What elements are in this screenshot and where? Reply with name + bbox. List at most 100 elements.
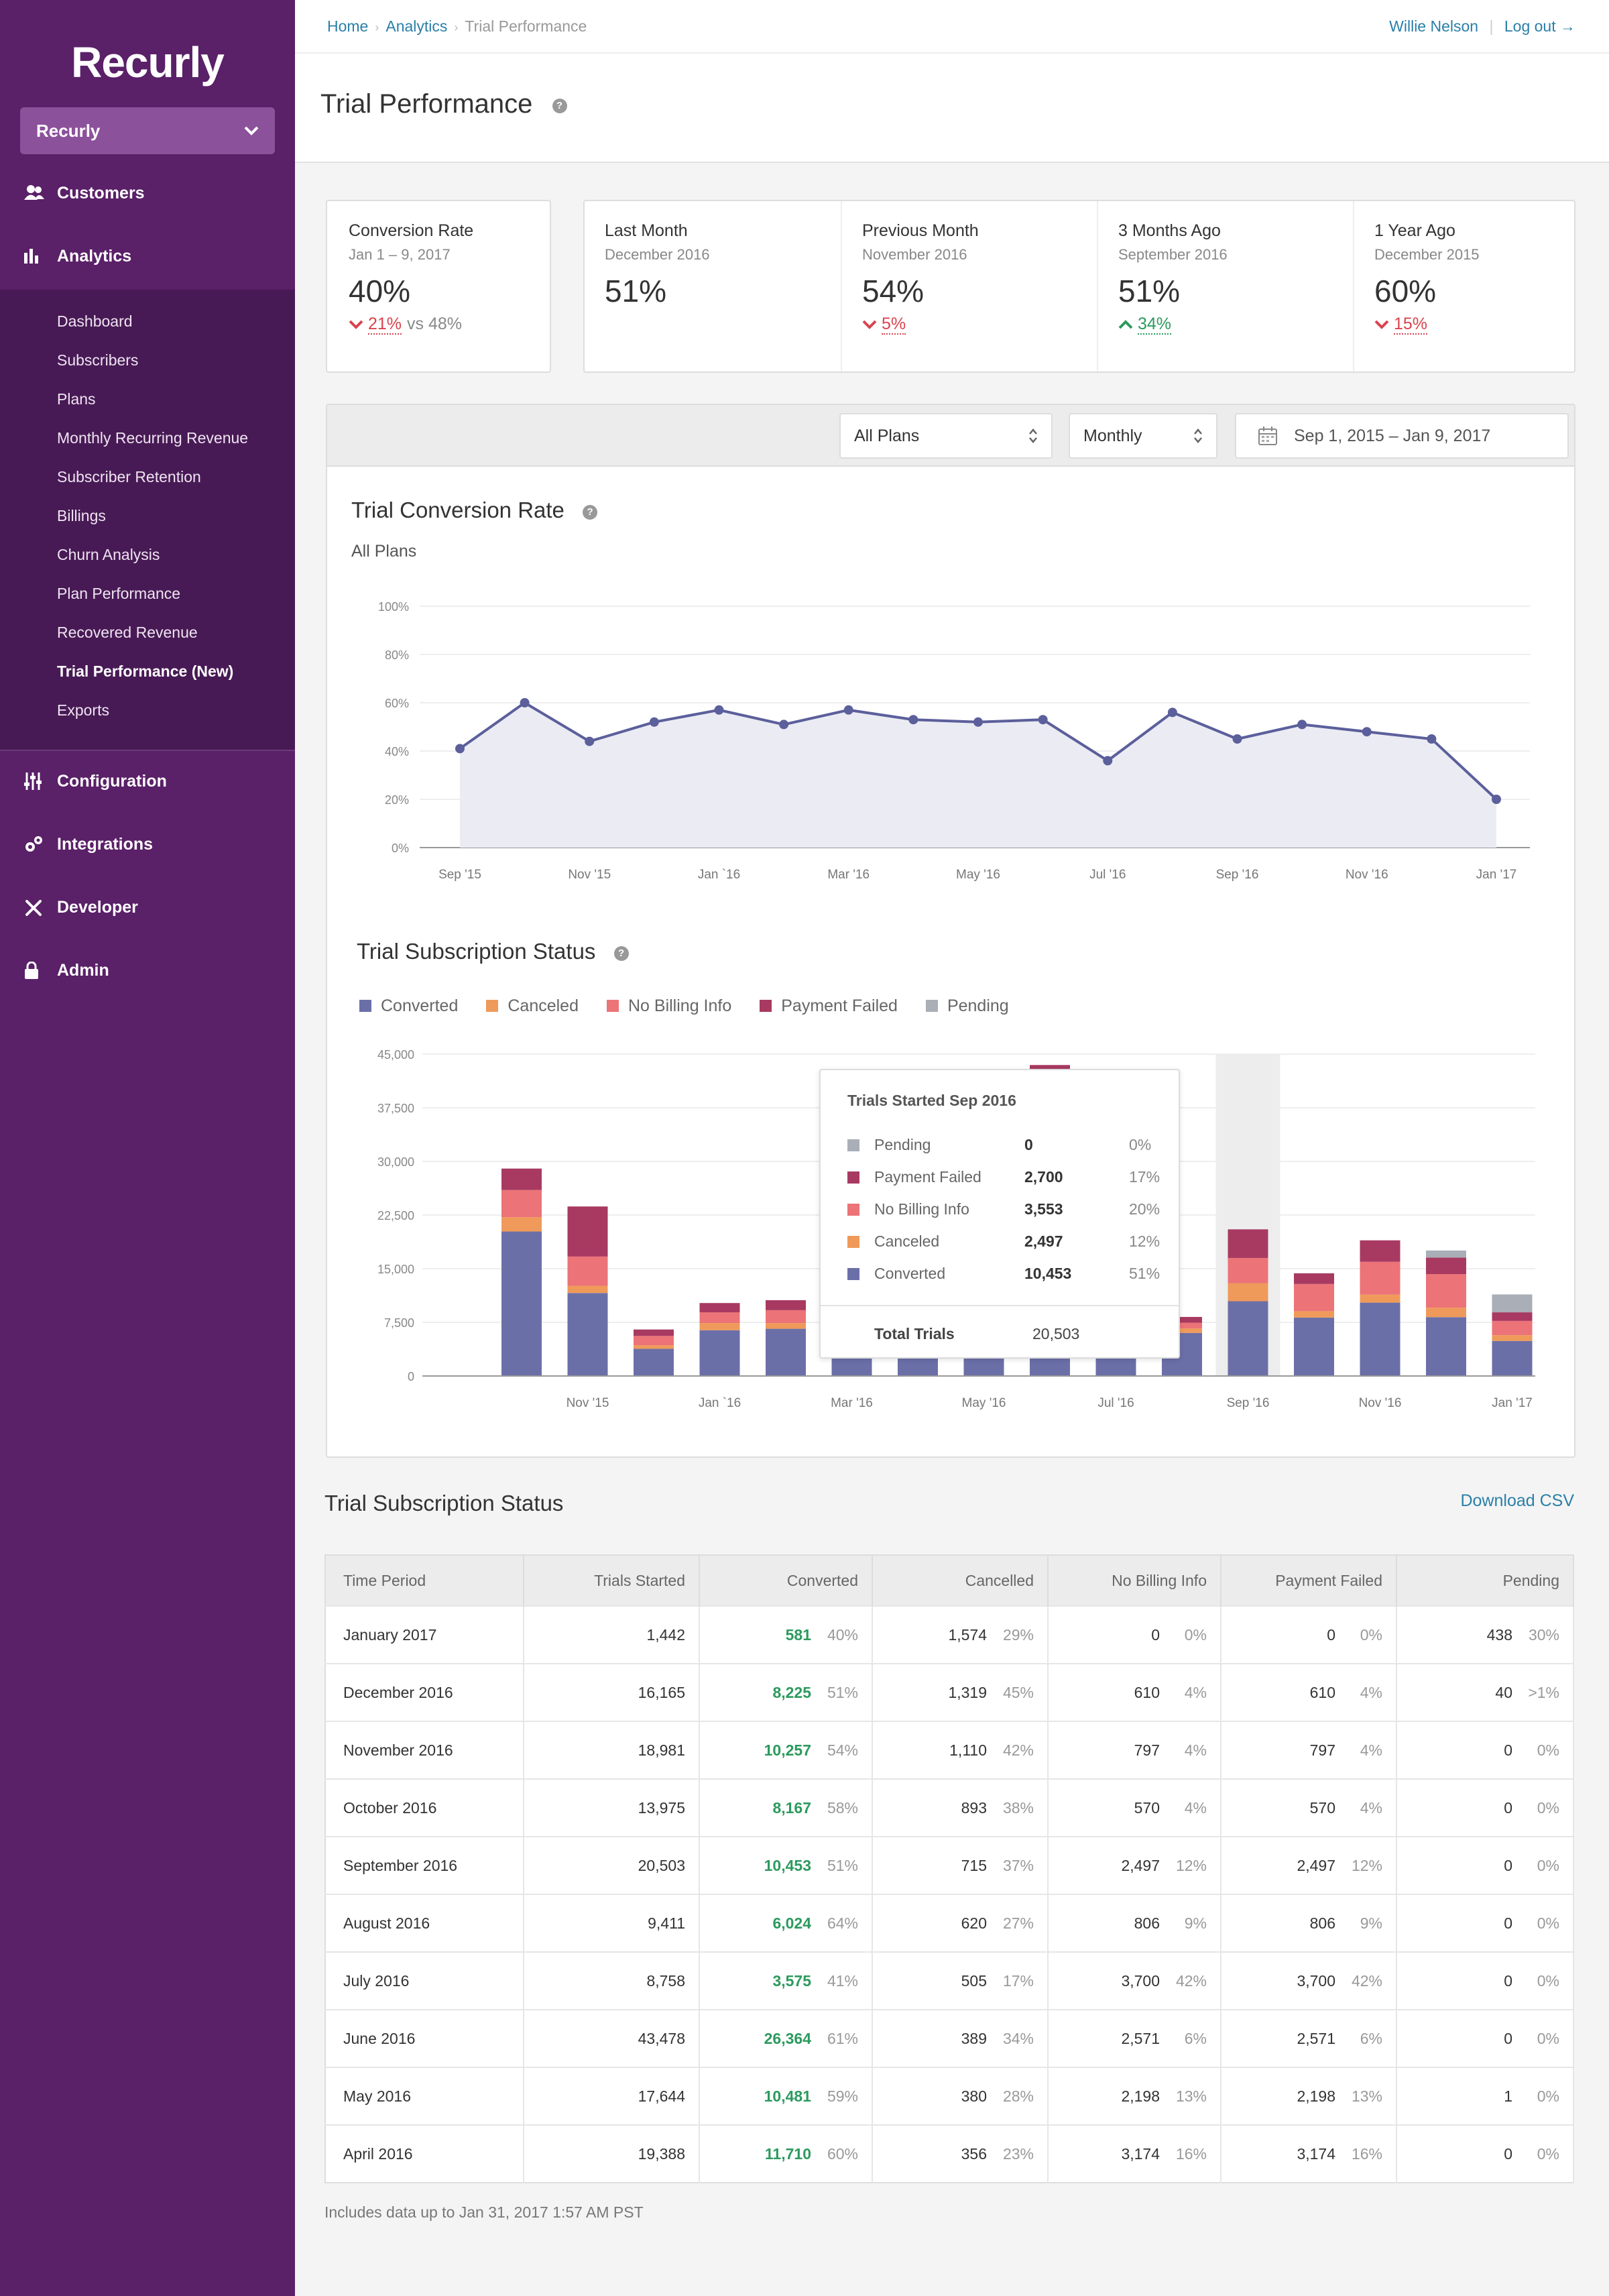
logout-link[interactable]: Log out → (1504, 17, 1575, 35)
help-icon[interactable]: ? (613, 946, 629, 961)
cell-pending: 0 0% (1396, 1951, 1574, 2010)
subnav-dashboard[interactable]: Dashboard (57, 312, 133, 330)
previous-month-card: Previous Month November 2016 54% 5% (841, 201, 1097, 371)
legend-payment-failed[interactable]: Payment Failed (760, 996, 898, 1016)
legend-label: Converted (381, 996, 459, 1015)
interval-select[interactable]: Monthly (1069, 413, 1217, 459)
date-range-picker[interactable]: Sep 1, 2015 – Jan 9, 2017 (1235, 413, 1569, 459)
cell-count: 620 (961, 1914, 987, 1932)
legend-canceled[interactable]: Canceled (486, 996, 579, 1016)
x-tick-label: Nov '16 (1359, 1396, 1402, 1410)
cell-count: 0 (1504, 1856, 1512, 1874)
subnav-churn-analysis[interactable]: Churn Analysis (57, 546, 160, 563)
tooltip-count: 3,553 (1024, 1200, 1063, 1218)
cell-time-period: May 2016 (325, 2067, 524, 2125)
help-icon[interactable]: ? (552, 99, 567, 113)
table-row: May 2016 17,644 10,481 59% 380 28% 2,198 13% 2,1… (325, 2067, 1574, 2125)
legend-label: No Billing Info (628, 996, 732, 1015)
cell-percent: 34% (1002, 2029, 1034, 2047)
col-no-billing-info[interactable]: No Billing Info (1048, 1555, 1221, 1606)
col-trials-started[interactable]: Trials Started (524, 1555, 700, 1606)
legend-pending[interactable]: Pending (925, 996, 1009, 1016)
site-select-label: Recurly (36, 120, 101, 141)
cell-no-billing-info: 2,497 12% (1048, 1836, 1221, 1894)
cell-percent: 13% (1351, 2087, 1382, 2105)
arrow-up-icon (1118, 320, 1133, 329)
tooltip-total-label: Total Trials (874, 1325, 955, 1342)
nav-integrations-label: Integrations (57, 834, 154, 854)
y-tick-label: 20% (385, 793, 409, 807)
bar-segment-no-billing (1228, 1257, 1268, 1283)
cell-no-billing-info: 610 4% (1048, 1663, 1221, 1721)
cell-no-billing-info: 806 9% (1048, 1894, 1221, 1952)
cell-time-period: June 2016 (325, 2009, 524, 2067)
data-point (1362, 727, 1372, 737)
tooltip-row-canceled: Canceled 2,497 12% (847, 1232, 1160, 1251)
users-icon (24, 185, 44, 200)
nav-analytics[interactable]: Analytics (0, 225, 295, 288)
subnav-subscriber-retention[interactable]: Subscriber Retention (57, 468, 201, 485)
site-select[interactable]: Recurly (20, 107, 275, 154)
col-time-period[interactable]: Time Period (325, 1555, 524, 1606)
col-payment-failed[interactable]: Payment Failed (1221, 1555, 1397, 1606)
recurly-logo[interactable]: Recurly (71, 38, 225, 87)
x-tick-label: Nov '15 (568, 868, 611, 882)
table-row: November 2016 18,981 10,257 54% 1,110 42% 797 4… (325, 1721, 1574, 1779)
chevron-down-icon (244, 126, 259, 135)
x-tick-label: Jan `16 (698, 868, 740, 882)
table-body: January 2017 1,442 581 40% 1,574 29% 0 0% 0 0% 438… (325, 1605, 1574, 2183)
bar-segment-converted (699, 1330, 740, 1376)
x-tick-label: Nov '16 (1346, 868, 1388, 882)
cell-count: 10,453 (764, 1856, 811, 1874)
cell-count: 8,167 (772, 1798, 811, 1817)
bar-segment-canceled (766, 1323, 806, 1329)
subnav-plans[interactable]: Plans (57, 390, 96, 408)
subnav-recovered-revenue[interactable]: Recovered Revenue (57, 624, 198, 641)
data-point (908, 715, 918, 725)
cell-percent: 58% (827, 1798, 858, 1817)
cell-time-period: December 2016 (325, 1663, 524, 1721)
cell-percent: 64% (827, 1914, 858, 1932)
data-point (1038, 715, 1048, 725)
col-cancelled[interactable]: Cancelled (872, 1555, 1049, 1606)
subnav-subscribers[interactable]: Subscribers (57, 351, 139, 369)
nav-configuration[interactable]: Configuration (0, 750, 295, 813)
cell-payment-failed: 570 4% (1221, 1778, 1397, 1837)
cell-pending: 0 0% (1396, 1836, 1574, 1894)
analytics-subnav: Dashboard Subscribers Plans Monthly Recu… (0, 290, 295, 750)
conversion-chart-title: Trial Conversion Rate ? (351, 498, 598, 523)
subnav-exports[interactable]: Exports (57, 701, 109, 719)
cell-count: 570 (1134, 1798, 1160, 1817)
table-row: October 2016 13,975 8,167 58% 893 38% 570 4% 570… (325, 1778, 1574, 1837)
legend-no-billing[interactable]: No Billing Info (607, 996, 731, 1016)
one-year-ago-delta: 15% (1374, 314, 1577, 335)
tooltip-swatch (847, 1139, 859, 1151)
col-pending[interactable]: Pending (1396, 1555, 1574, 1606)
nav-admin-label: Admin (57, 960, 109, 980)
cell-count: 2,198 (1297, 2087, 1335, 2105)
breadcrumb-home[interactable]: Home (327, 17, 369, 35)
cell-pending: 0 0% (1396, 1894, 1574, 1952)
cell-no-billing-info: 3,700 42% (1048, 1951, 1221, 2010)
cell-percent: 0% (1537, 1798, 1559, 1817)
col-converted[interactable]: Converted (699, 1555, 873, 1606)
bar-segment-canceled (1426, 1308, 1466, 1318)
cell-percent: 9% (1184, 1914, 1207, 1932)
nav-developer[interactable]: Developer (0, 876, 295, 939)
subnav-trial-performance[interactable]: Trial Performance (New) (57, 663, 234, 680)
plan-filter-value: All Plans (854, 426, 920, 445)
subnav-mrr[interactable]: Monthly Recurring Revenue (57, 429, 249, 447)
nav-admin[interactable]: Admin (0, 939, 295, 1002)
subnav-plan-performance[interactable]: Plan Performance (57, 585, 181, 602)
cell-count: 715 (961, 1856, 987, 1874)
breadcrumb-analytics[interactable]: Analytics (385, 17, 448, 35)
nav-integrations[interactable]: Integrations (0, 813, 295, 876)
plan-filter-select[interactable]: All Plans (839, 413, 1053, 459)
user-name-link[interactable]: Willie Nelson (1389, 17, 1479, 35)
cell-count: 389 (961, 2029, 987, 2047)
subnav-billings[interactable]: Billings (57, 507, 106, 524)
download-csv-link[interactable]: Download CSV (1460, 1491, 1574, 1510)
help-icon[interactable]: ? (583, 505, 598, 520)
legend-converted[interactable]: Converted (359, 996, 458, 1016)
nav-customers[interactable]: Customers (0, 162, 295, 225)
